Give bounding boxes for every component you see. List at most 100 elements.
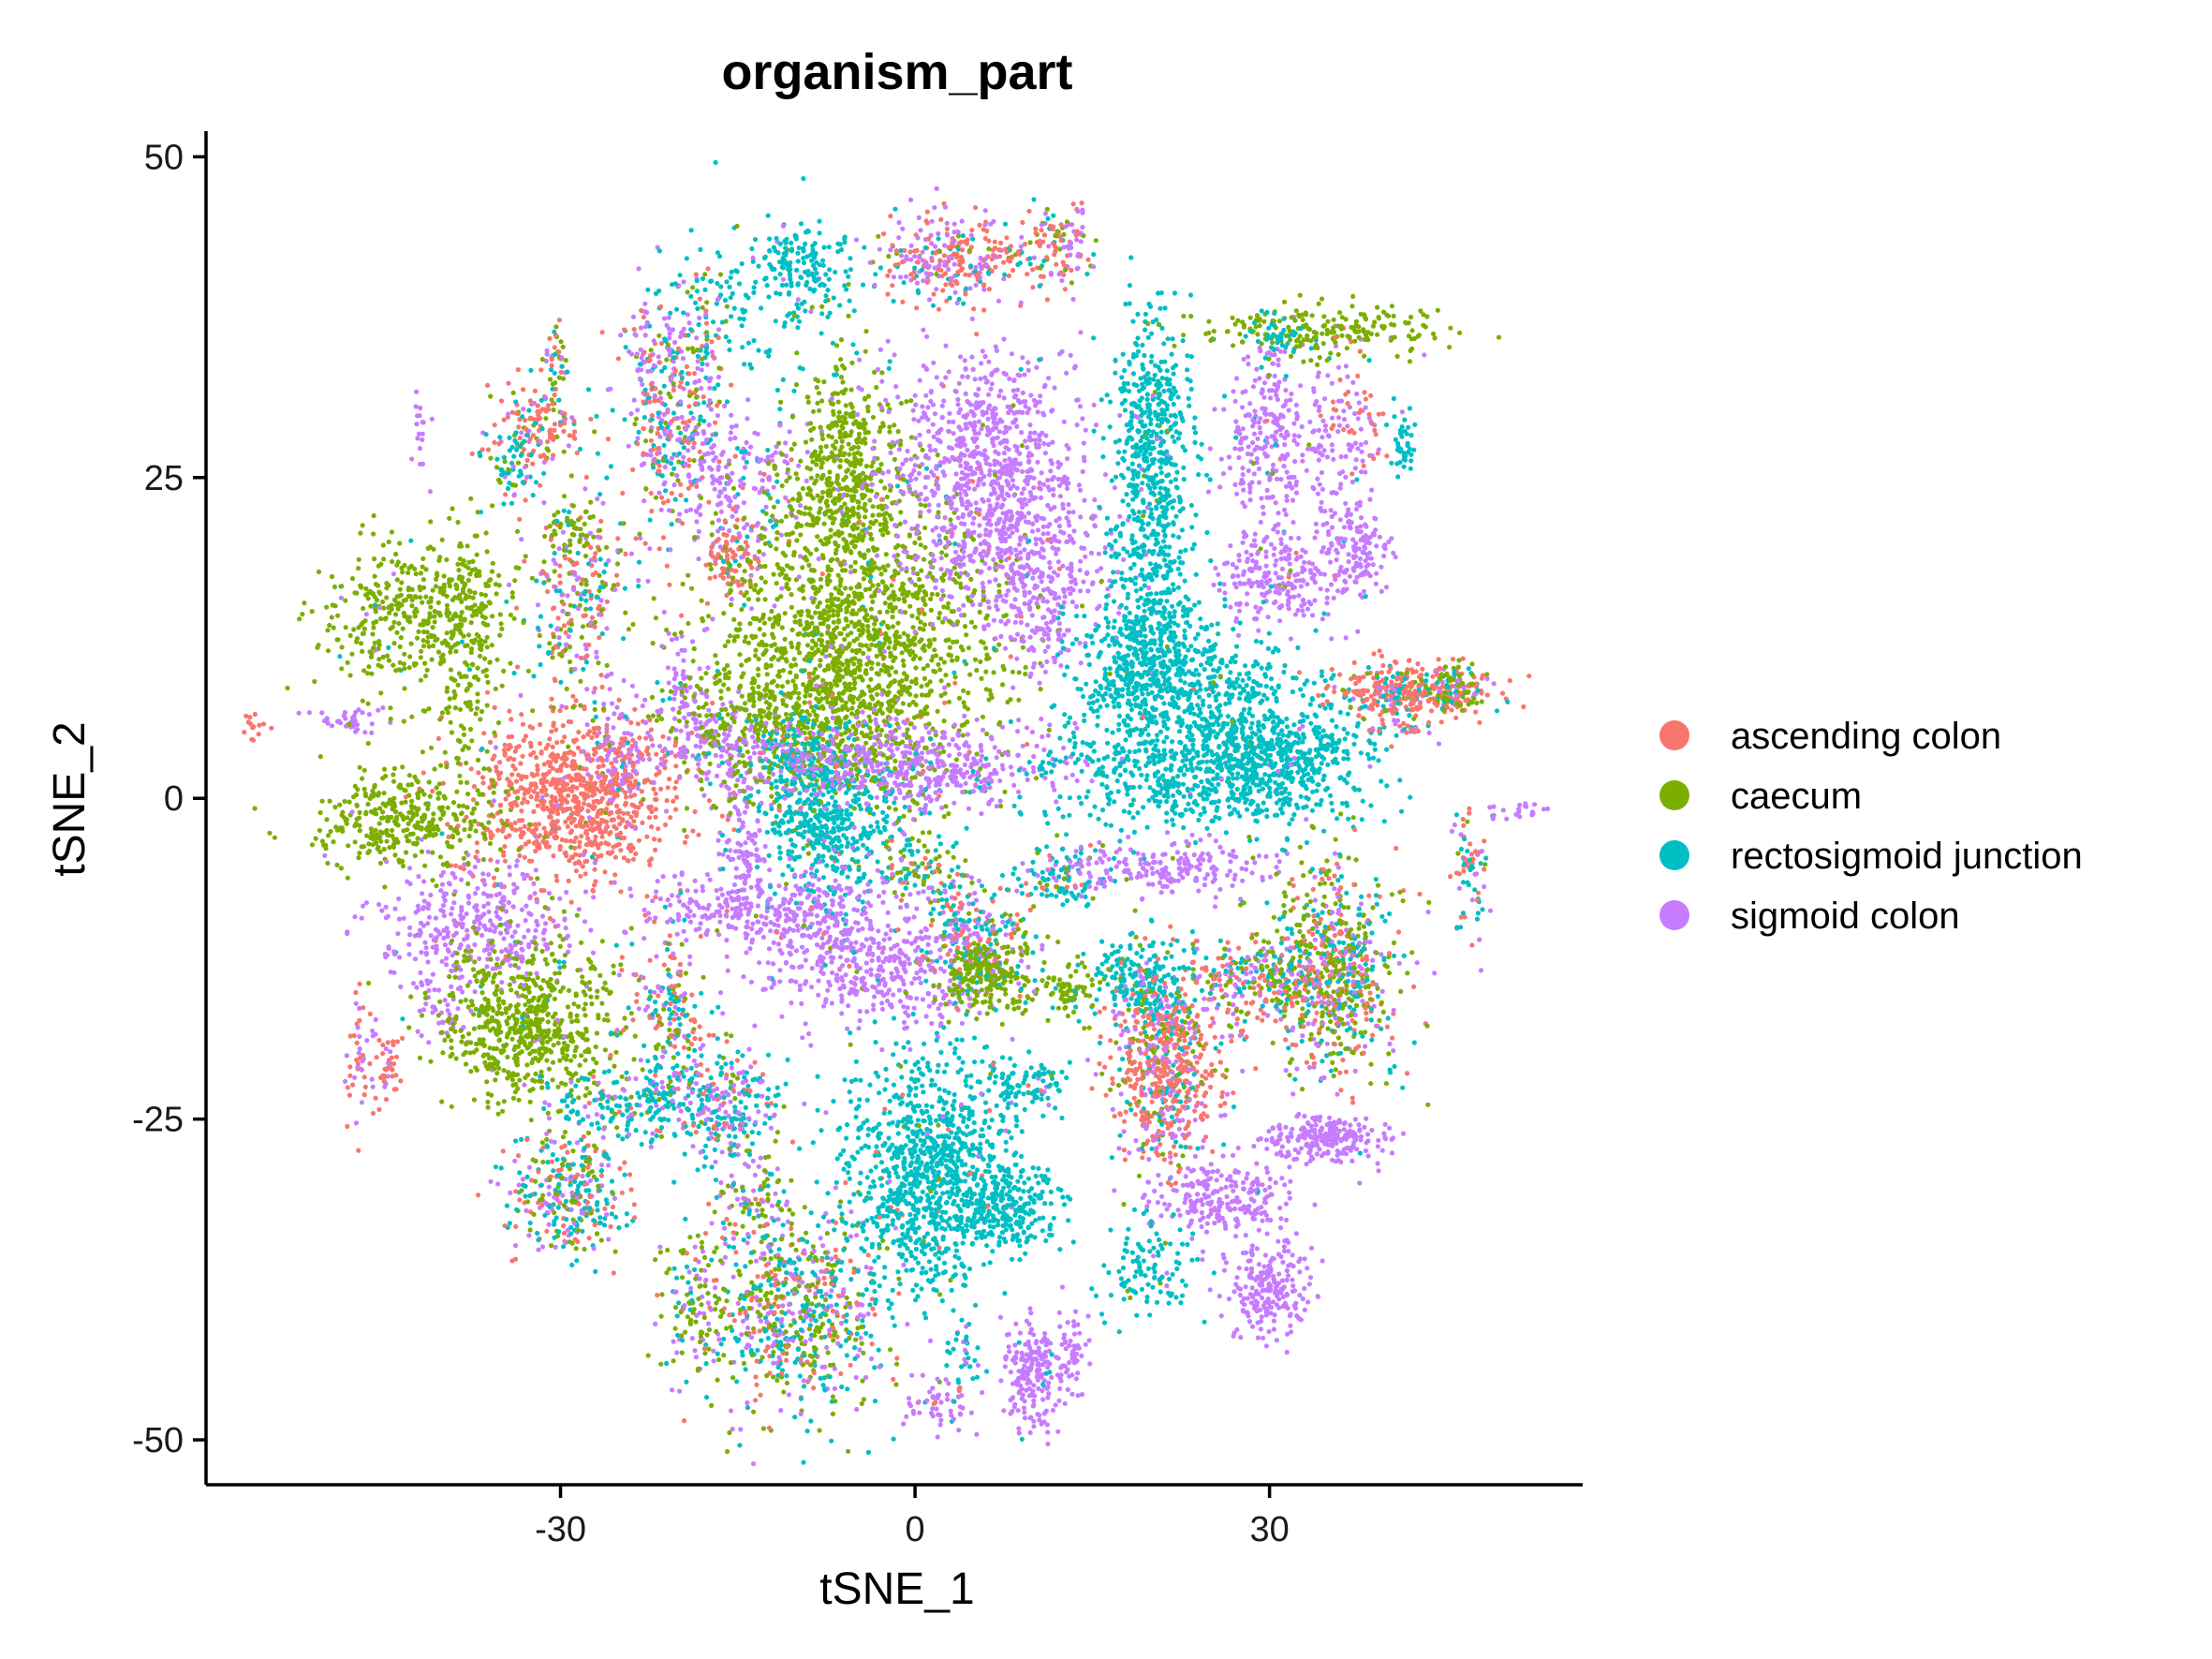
data-point <box>581 776 586 781</box>
data-point <box>376 642 382 648</box>
data-point <box>576 575 582 581</box>
data-point <box>718 886 724 892</box>
data-point <box>507 742 512 748</box>
data-point <box>722 403 728 408</box>
data-point <box>567 510 572 515</box>
data-point <box>512 929 518 935</box>
data-point <box>701 452 708 457</box>
data-point <box>365 850 371 856</box>
data-point <box>608 386 613 392</box>
data-point <box>690 432 696 437</box>
data-point <box>549 729 554 734</box>
data-point <box>565 799 570 805</box>
data-point <box>388 1049 393 1055</box>
data-point <box>842 415 848 422</box>
data-point <box>658 424 664 430</box>
data-point <box>641 399 646 405</box>
data-point <box>863 329 869 334</box>
data-point <box>467 726 474 733</box>
data-point <box>653 895 658 900</box>
data-point <box>618 889 624 895</box>
data-point <box>721 738 727 744</box>
data-point <box>475 913 480 920</box>
data-point <box>645 287 651 292</box>
data-point <box>731 913 737 919</box>
data-point <box>639 802 644 807</box>
data-point <box>728 437 733 442</box>
data-point <box>892 456 898 462</box>
data-point <box>882 485 888 491</box>
data-point <box>516 772 522 778</box>
data-point <box>542 533 548 540</box>
data-point <box>470 595 476 600</box>
data-point <box>394 630 400 636</box>
data-point <box>738 842 744 848</box>
data-point <box>562 775 568 780</box>
data-point <box>834 473 840 479</box>
data-point <box>627 772 632 778</box>
data-point <box>462 862 467 867</box>
data-point <box>855 498 861 505</box>
data-point <box>384 827 390 833</box>
data-point <box>836 497 842 503</box>
data-point <box>420 461 425 467</box>
data-point <box>577 446 583 452</box>
data-point <box>785 266 791 272</box>
data-point <box>455 641 461 646</box>
data-point <box>746 909 752 914</box>
data-point <box>669 491 674 496</box>
data-point <box>796 245 802 251</box>
data-point <box>447 696 452 702</box>
data-point <box>256 732 261 737</box>
data-point <box>448 719 453 725</box>
data-point <box>638 325 644 331</box>
data-point <box>443 760 450 766</box>
data-point <box>581 613 586 619</box>
data-point <box>664 357 670 363</box>
data-point <box>804 450 810 455</box>
data-point <box>519 907 525 912</box>
data-point <box>400 1035 406 1041</box>
data-point <box>361 1092 367 1098</box>
data-point <box>492 753 497 759</box>
data-point <box>511 615 517 621</box>
data-point <box>551 723 556 729</box>
data-point <box>702 287 708 292</box>
data-point <box>496 776 502 781</box>
data-point <box>380 1051 386 1057</box>
data-point <box>759 305 764 311</box>
data-point <box>433 584 439 589</box>
data-point <box>480 857 487 863</box>
data-point <box>826 454 832 460</box>
data-point <box>683 701 688 706</box>
data-point <box>406 941 412 947</box>
data-point <box>611 817 617 822</box>
data-point <box>727 284 732 289</box>
data-point <box>677 898 683 904</box>
data-point <box>820 472 826 478</box>
data-point <box>393 1054 400 1059</box>
data-point <box>713 752 719 759</box>
data-point <box>696 528 701 535</box>
data-point <box>732 804 738 810</box>
data-point <box>378 615 384 622</box>
data-point <box>688 327 694 333</box>
data-point <box>887 429 892 435</box>
data-point <box>608 797 613 803</box>
data-point <box>820 258 826 263</box>
data-point <box>491 798 497 804</box>
data-point <box>599 684 605 690</box>
data-point <box>651 465 656 470</box>
data-point <box>846 281 851 288</box>
data-point <box>630 621 636 628</box>
data-point <box>552 345 557 350</box>
data-point <box>715 413 721 419</box>
data-point <box>566 750 571 756</box>
data-point <box>285 685 290 691</box>
data-point <box>589 563 595 569</box>
data-point <box>406 838 412 844</box>
data-point <box>389 1055 394 1060</box>
data-point <box>632 825 639 832</box>
data-point <box>887 359 892 364</box>
data-point <box>730 506 736 512</box>
